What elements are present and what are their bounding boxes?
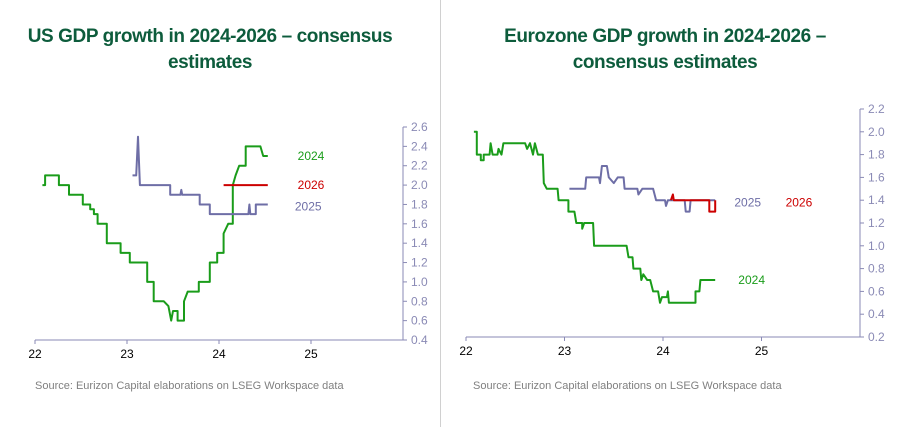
y-tick-label: 0.2 [868, 330, 885, 344]
y-tick-label: 1.2 [868, 216, 885, 230]
y-tick-label: 0.6 [868, 284, 885, 298]
y-tick-label: 1.6 [868, 170, 885, 184]
y-tick-label: 2.4 [411, 139, 428, 153]
y-tick-label: 0.8 [868, 262, 885, 276]
series-line-2025 [569, 165, 716, 213]
y-tick-label: 0.8 [411, 294, 428, 308]
y-tick-label: 2.6 [411, 120, 428, 134]
series-line-2025 [132, 135, 268, 216]
x-tick-label: 23 [120, 347, 134, 361]
series-label-2025: 2025 [295, 199, 322, 213]
series-label-2024: 2024 [738, 273, 765, 287]
y-tick-label: 0.6 [411, 314, 428, 328]
series-label-2026: 2026 [786, 195, 813, 209]
y-tick-label: 2.0 [868, 125, 885, 139]
series-label-2026: 2026 [298, 178, 325, 192]
y-tick-label: 1.4 [868, 193, 885, 207]
x-tick-label: 22 [459, 344, 473, 358]
y-tick-label: 1.8 [411, 197, 428, 211]
y-tick-label: 2.2 [868, 102, 885, 116]
x-tick-label: 23 [558, 344, 572, 358]
y-tick-label: 1.0 [868, 239, 885, 253]
series-label-2024: 2024 [298, 149, 325, 163]
x-tick-label: 22 [28, 347, 42, 361]
series-line-2024 [42, 145, 268, 322]
series-line-2026 [669, 193, 717, 213]
series-line-2024 [473, 130, 716, 304]
series-label-2025: 2025 [734, 195, 761, 209]
us-source-note: Source: Eurizon Capital elaborations on … [35, 380, 344, 392]
y-tick-label: 1.8 [868, 148, 885, 162]
y-tick-label: 0.4 [868, 307, 885, 321]
y-tick-label: 2.2 [411, 159, 428, 173]
us-chart: 22 23 24 25 0.4 0.6 0.8 1.0 1.2 1.4 1.6 1.8 2.0 2.2 2.… [28, 120, 428, 361]
us-chart-title: US GDP growth in 2024-2026 – consensus e… [27, 26, 393, 73]
x-tick-label: 24 [656, 344, 670, 358]
y-tick-label: 2.0 [411, 178, 428, 192]
panel-divider [440, 0, 441, 427]
eurozone-source-note: Source: Eurizon Capital elaborations on … [473, 380, 782, 392]
y-tick-label: 1.0 [411, 275, 428, 289]
eurozone-chart-title: Eurozone GDP growth in 2024-2026 – conse… [504, 26, 826, 73]
y-tick-label: 1.4 [411, 236, 428, 250]
y-tick-label: 0.4 [411, 333, 428, 347]
x-tick-label: 25 [755, 344, 769, 358]
x-tick-label: 24 [212, 347, 226, 361]
y-tick-label: 1.6 [411, 217, 428, 231]
y-tick-label: 1.2 [411, 256, 428, 270]
eurozone-chart: 22 23 24 25 0.2 0.4 0.6 0.8 1.0 1.2 1.4 1.6 1.8 2.0 2.… [459, 102, 885, 358]
x-tick-label: 25 [304, 347, 318, 361]
